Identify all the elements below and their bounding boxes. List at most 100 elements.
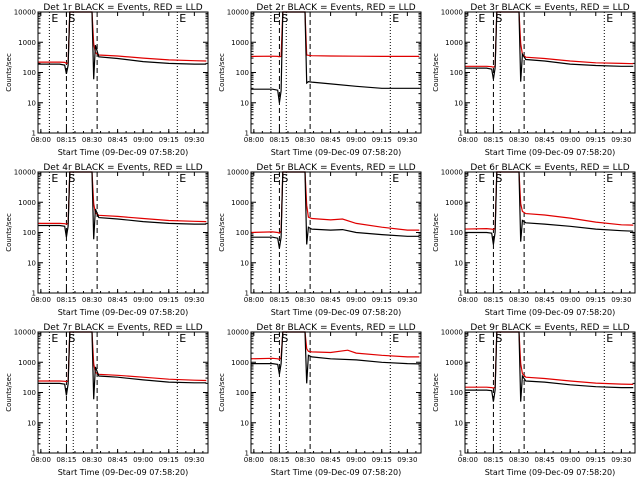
plot-frame [37,331,209,454]
x-tick-label: 09:00 [133,296,153,304]
x-tick-label: 09:15 [159,136,179,144]
y-tick-label: 1 [459,290,463,298]
x-tick-label: 08:15 [269,456,289,464]
x-tick-label: 09:30 [397,136,417,144]
x-tick-label: 09:30 [184,456,204,464]
x-axis-label: Start Time (09-Dec-09 07:58:20) [485,148,616,157]
x-tick-label: 09:30 [184,296,204,304]
y-tick-label: 10000 [14,329,36,337]
marker-label: E [392,332,399,345]
series-line-events [251,11,420,103]
series-line-events [465,171,634,245]
series-line-lld [251,331,420,360]
marker-label: E [273,12,280,25]
x-tick-label: 08:15 [56,136,76,144]
chart-title: Det 4r BLACK = Events, RED = LLD [43,163,202,173]
marker-label: S [495,172,502,185]
x-tick-label: 08:00 [458,296,478,304]
x-tick-label: 09:00 [133,136,153,144]
x-tick-label: 08:00 [31,296,51,304]
y-tick-label: 1 [245,130,249,138]
y-tick-label: 10 [240,259,249,267]
x-tick-label: 09:00 [560,456,580,464]
y-tick-label: 100 [450,389,463,397]
y-tick-label: 1 [32,450,36,458]
y-tick-label: 10 [454,419,463,427]
x-tick-label: 08:00 [244,296,264,304]
y-tick-label: 10 [454,99,463,107]
y-axis-label: Counts/sec [5,213,13,252]
y-tick-label: 10 [27,259,36,267]
marker-label: E [179,172,186,185]
x-tick-label: 08:45 [321,296,341,304]
x-axis-label: Start Time (09-Dec-09 07:58:20) [58,148,189,157]
y-tick-label: 10000 [227,9,249,17]
y-tick-label: 1000 [18,39,36,47]
x-tick-label: 09:30 [184,136,204,144]
plot-frame [464,171,636,294]
plot-frame [37,171,209,294]
x-tick-label: 08:30 [82,456,102,464]
y-tick-label: 100 [450,229,463,237]
marker-label: S [281,332,288,345]
y-axis-label: Counts/sec [432,213,440,252]
y-tick-label: 1000 [445,39,463,47]
x-tick-label: 08:45 [535,296,555,304]
x-tick-label: 08:30 [509,136,529,144]
x-tick-label: 09:30 [397,456,417,464]
marker-label: S [495,12,502,25]
marker-label: E [478,332,485,345]
chart-title: Det 5r BLACK = Events, RED = LLD [256,163,415,173]
marker-label: E [179,12,186,25]
marker-label: E [606,332,613,345]
x-tick-label: 09:00 [560,136,580,144]
y-tick-label: 1000 [231,39,249,47]
x-tick-label: 08:45 [108,296,128,304]
x-tick-label: 09:15 [372,456,392,464]
plot-frame [464,11,636,134]
x-tick-label: 08:00 [244,136,264,144]
y-tick-label: 10000 [227,329,249,337]
y-tick-label: 10000 [441,169,463,177]
marker-label: E [51,12,58,25]
x-tick-label: 09:00 [346,136,366,144]
x-axis-label: Start Time (09-Dec-09 07:58:20) [271,308,402,317]
y-tick-label: 1 [245,450,249,458]
plot-frame [250,331,422,454]
chart-title: Det 3r BLACK = Events, RED = LLD [470,3,629,13]
x-tick-label: 08:30 [509,456,529,464]
chart-det-1r: Det 1r BLACK = Events, RED = LLD Start Ti… [5,3,209,157]
chart-det-4r: Det 4r BLACK = Events, RED = LLD Start Ti… [5,163,209,317]
y-axis-label: Counts/sec [5,373,13,412]
x-tick-label: 08:30 [509,296,529,304]
x-tick-label: 08:45 [108,136,128,144]
marker-label: E [606,172,613,185]
x-tick-label: 08:45 [535,456,555,464]
y-tick-label: 10000 [227,169,249,177]
x-axis-label: Start Time (09-Dec-09 07:58:20) [58,468,189,477]
y-axis-label: Counts/sec [218,373,226,412]
marker-label: E [478,12,485,25]
x-axis-label: Start Time (09-Dec-09 07:58:20) [271,148,402,157]
y-tick-label: 1000 [18,359,36,367]
y-tick-label: 1000 [231,199,249,207]
plot-frame [250,11,422,134]
x-tick-label: 08:30 [295,456,315,464]
y-tick-label: 1000 [231,359,249,367]
y-tick-label: 1 [32,290,36,298]
y-tick-label: 1000 [445,199,463,207]
y-axis-label: Counts/sec [218,53,226,92]
x-tick-label: 08:15 [56,456,76,464]
y-tick-label: 10 [240,419,249,427]
y-tick-label: 100 [450,69,463,77]
x-tick-label: 09:00 [560,296,580,304]
marker-label: E [606,12,613,25]
chart-det-2r: Det 2r BLACK = Events, RED = LLD Start Ti… [218,3,422,157]
x-tick-label: 08:00 [458,456,478,464]
x-tick-label: 09:00 [346,456,366,464]
chart-det-8r: Det 8r BLACK = Events, RED = LLD Start Ti… [218,323,422,477]
y-tick-label: 10000 [14,9,36,17]
y-tick-label: 10 [454,259,463,267]
y-axis-label: Counts/sec [432,373,440,412]
chart-title: Det 6r BLACK = Events, RED = LLD [470,163,629,173]
